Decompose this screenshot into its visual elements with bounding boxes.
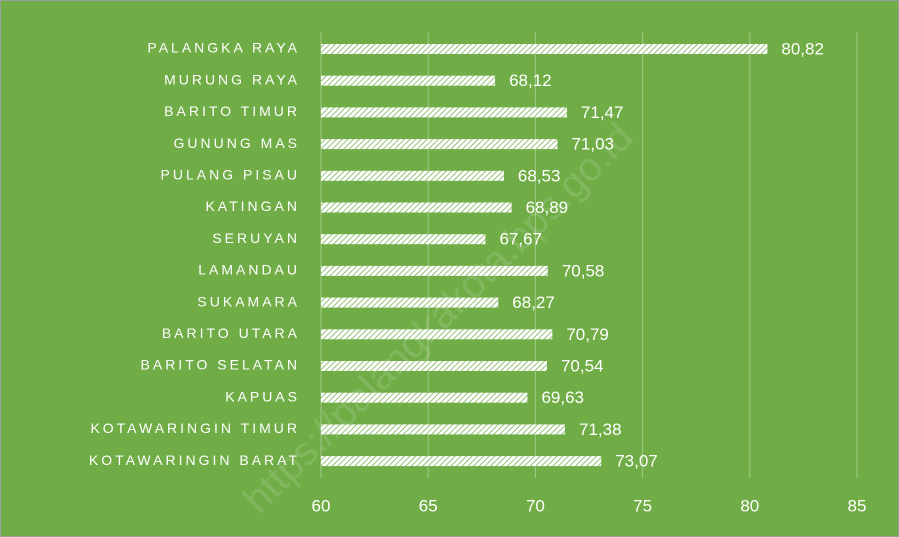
y-tick-label: GUNUNG MAS xyxy=(174,135,300,151)
data-label: 70,54 xyxy=(561,356,604,375)
y-tick-label: PULANG PISAU xyxy=(161,167,300,183)
x-tick-label: 80 xyxy=(740,496,759,515)
data-label: 68,53 xyxy=(518,166,561,185)
data-label: 68,27 xyxy=(512,293,555,312)
data-label: 67,67 xyxy=(499,230,542,249)
data-label: 70,79 xyxy=(566,325,609,344)
data-label: 71,47 xyxy=(581,103,624,122)
x-tick-label: 70 xyxy=(526,496,545,515)
y-tick-label: KAPUAS xyxy=(225,388,300,404)
y-tick-label: BARITO TIMUR xyxy=(164,103,300,119)
bar xyxy=(321,329,553,340)
y-tick-label: KOTAWARINGIN TIMUR xyxy=(90,420,300,436)
y-tick-label: LAMANDAU xyxy=(198,262,300,278)
y-tick-label: BARITO UTARA xyxy=(162,325,300,341)
y-tick-label: MURUNG RAYA xyxy=(164,71,300,87)
data-label: 70,58 xyxy=(562,261,605,280)
y-tick-label: KOTAWARINGIN BARAT xyxy=(89,452,300,468)
y-tick-label: SUKAMARA xyxy=(197,293,300,309)
bar xyxy=(321,202,512,213)
bar xyxy=(321,234,486,245)
bar xyxy=(321,44,768,54)
bar xyxy=(321,424,565,435)
y-tick-label: PALANGKA RAYA xyxy=(147,40,300,56)
data-label: 68,89 xyxy=(526,198,569,217)
bar xyxy=(321,170,504,181)
x-tick-label: 60 xyxy=(312,496,331,515)
data-label: 68,12 xyxy=(509,71,552,90)
bar xyxy=(321,392,528,403)
bar xyxy=(321,139,558,150)
bar xyxy=(321,361,547,371)
y-tick-label: SERUYAN xyxy=(212,230,300,246)
bar xyxy=(321,456,602,467)
x-tick-label: 65 xyxy=(419,496,438,515)
data-label: 80,82 xyxy=(781,39,824,58)
data-label: 71,38 xyxy=(579,420,622,439)
data-label: 69,63 xyxy=(541,388,584,407)
data-label: 73,07 xyxy=(615,452,658,471)
y-tick-label: BARITO SELATAN xyxy=(141,357,300,373)
y-tick-label: KATINGAN xyxy=(205,198,300,214)
x-tick-label: 85 xyxy=(848,496,867,515)
x-tick-label: 75 xyxy=(633,496,652,515)
bar xyxy=(321,265,548,276)
bar xyxy=(321,107,567,118)
data-label: 71,03 xyxy=(571,135,614,154)
bar xyxy=(321,297,499,308)
bar xyxy=(321,75,496,86)
